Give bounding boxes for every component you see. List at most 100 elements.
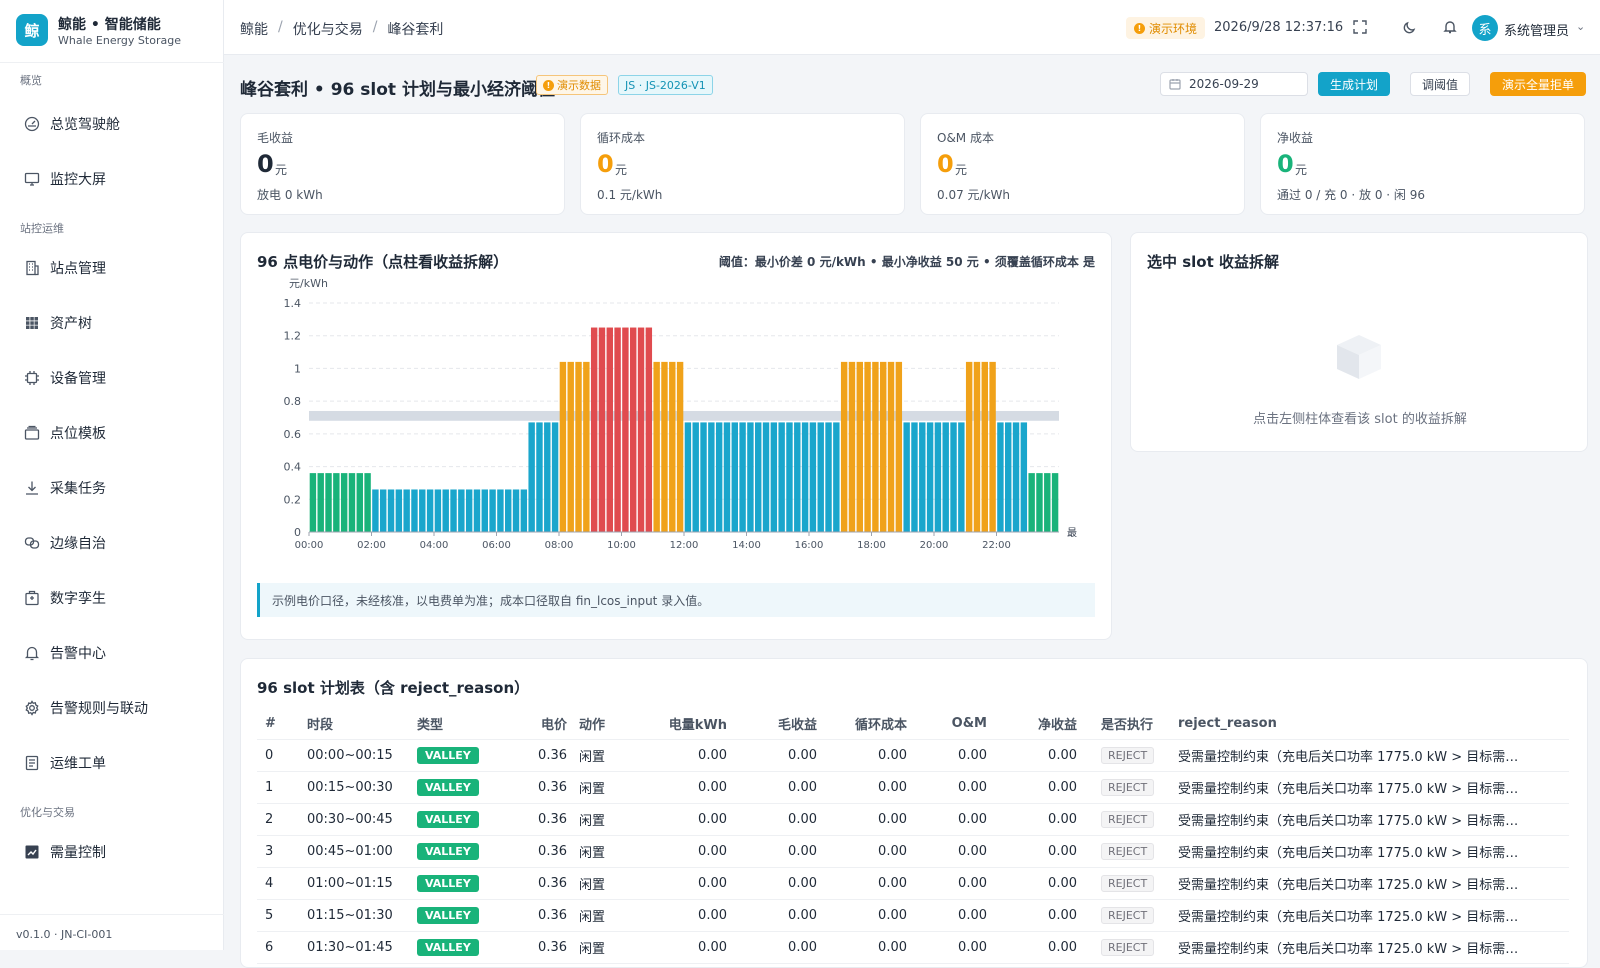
price-bar[interactable] [801, 422, 809, 532]
price-bar[interactable] [809, 422, 817, 532]
price-bar[interactable] [762, 422, 770, 532]
price-bar[interactable] [856, 361, 863, 532]
price-bar[interactable] [575, 361, 582, 532]
price-bar[interactable] [684, 422, 692, 532]
price-bar[interactable] [661, 361, 668, 532]
fullscreen-icon[interactable] [1352, 19, 1368, 35]
price-bar[interactable] [395, 489, 403, 532]
price-bar[interactable] [387, 489, 395, 532]
price-bar[interactable] [778, 422, 785, 532]
price-bar[interactable] [723, 422, 731, 532]
table-row[interactable]: 3 00:45~01:00 VALLEY 0.36 闲置 0.00 0.00 0… [257, 835, 1569, 868]
price-bar[interactable] [348, 473, 356, 532]
table-row[interactable]: 6 01:30~01:45 VALLEY 0.36 闲置 0.00 0.00 0… [257, 931, 1569, 964]
price-bar[interactable] [997, 422, 1004, 532]
price-bar[interactable] [817, 422, 824, 532]
generate-plan-button[interactable]: 生成计划 [1318, 72, 1390, 96]
price-bar[interactable] [317, 473, 324, 532]
price-bar[interactable] [606, 327, 613, 532]
price-bar[interactable] [1012, 422, 1020, 532]
price-bar[interactable] [708, 422, 715, 532]
price-bar[interactable] [715, 422, 723, 532]
chevron-down-icon[interactable]: ⌄ [1576, 20, 1586, 33]
price-bar[interactable] [372, 489, 379, 532]
price-bar[interactable] [973, 361, 981, 532]
price-bar[interactable] [419, 489, 426, 532]
table-row[interactable]: 1 00:15~00:30 VALLEY 0.36 闲置 0.00 0.00 0… [257, 771, 1569, 804]
price-bar[interactable] [653, 361, 660, 532]
price-bar[interactable] [755, 422, 762, 532]
price-bar[interactable] [356, 473, 363, 532]
price-bar[interactable] [926, 422, 934, 532]
price-bar[interactable] [505, 489, 512, 532]
price-bar[interactable] [442, 489, 449, 532]
price-bar[interactable] [465, 489, 473, 532]
price-bar[interactable] [700, 422, 707, 532]
price-bar[interactable] [747, 422, 754, 532]
price-bar[interactable] [794, 422, 801, 532]
sidebar-item[interactable]: 边缘自治 [0, 523, 224, 563]
price-bar[interactable] [426, 489, 434, 532]
price-bar[interactable] [848, 361, 856, 532]
price-bar[interactable] [481, 489, 488, 532]
price-bar[interactable] [965, 361, 973, 532]
price-bar[interactable] [1036, 473, 1043, 532]
sidebar-item[interactable]: 资产树 [0, 303, 224, 343]
price-bar[interactable] [911, 422, 918, 532]
price-bar[interactable] [340, 473, 348, 532]
price-bar[interactable] [598, 327, 606, 532]
price-bar[interactable] [770, 422, 778, 532]
price-bar[interactable] [676, 361, 684, 532]
price-bar[interactable] [1020, 422, 1028, 532]
price-bar[interactable] [309, 473, 317, 532]
price-bar[interactable] [895, 361, 903, 532]
price-bar[interactable] [739, 422, 746, 532]
price-bar[interactable] [989, 361, 996, 532]
price-bar[interactable] [567, 361, 574, 532]
price-bar[interactable] [825, 422, 832, 532]
sidebar-item[interactable]: 设备管理 [0, 358, 224, 398]
price-bar[interactable] [981, 361, 988, 532]
breadcrumb-item[interactable]: 鲸能 [240, 22, 268, 38]
price-bar[interactable] [458, 489, 465, 532]
price-bar[interactable] [544, 422, 551, 532]
price-bar[interactable] [833, 422, 840, 532]
sidebar-item[interactable]: 需量控制 [0, 832, 224, 872]
user-name[interactable]: 系统管理员 [1504, 24, 1570, 39]
price-bar[interactable] [692, 422, 699, 532]
price-bar[interactable] [1044, 473, 1051, 532]
avatar[interactable]: 系 [1472, 15, 1498, 41]
sidebar-item[interactable]: 运维工单 [0, 743, 224, 783]
price-bar[interactable] [880, 361, 887, 532]
price-bar[interactable] [497, 489, 504, 532]
adjust-threshold-button[interactable]: 调阈值 [1410, 72, 1470, 96]
sidebar-item[interactable]: 采集任务 [0, 468, 224, 508]
price-bar[interactable] [536, 422, 543, 532]
price-bar[interactable] [919, 422, 926, 532]
price-bar[interactable] [786, 422, 793, 532]
price-bar[interactable] [403, 489, 410, 532]
date-picker[interactable]: 2026-09-29 [1160, 72, 1308, 96]
price-bar[interactable] [473, 489, 481, 532]
table-row[interactable]: 4 01:00~01:15 VALLEY 0.36 闲置 0.00 0.00 0… [257, 867, 1569, 900]
price-bar[interactable] [950, 422, 957, 532]
price-bar[interactable] [864, 361, 871, 532]
price-bar[interactable] [551, 422, 559, 532]
price-bar[interactable] [614, 327, 621, 532]
price-bar[interactable] [731, 422, 738, 532]
sidebar-item[interactable]: 告警规则与联动 [0, 688, 224, 728]
price-bar[interactable] [622, 327, 629, 532]
price-bar[interactable] [645, 327, 653, 532]
price-bar[interactable] [325, 473, 332, 532]
price-bar[interactable] [520, 489, 528, 532]
price-bar[interactable] [559, 361, 567, 532]
price-bar[interactable] [411, 489, 418, 532]
sidebar-item[interactable]: 点位模板 [0, 413, 224, 453]
price-bar[interactable] [1028, 473, 1035, 532]
table-row[interactable]: 0 00:00~00:15 VALLEY 0.36 闲置 0.00 0.00 0… [257, 739, 1569, 772]
price-bar[interactable] [489, 489, 496, 532]
sidebar-item[interactable]: 总览驾驶舱 [0, 104, 224, 144]
price-bar[interactable] [434, 489, 442, 532]
price-bar[interactable] [364, 473, 371, 532]
price-bar[interactable] [1051, 473, 1059, 532]
